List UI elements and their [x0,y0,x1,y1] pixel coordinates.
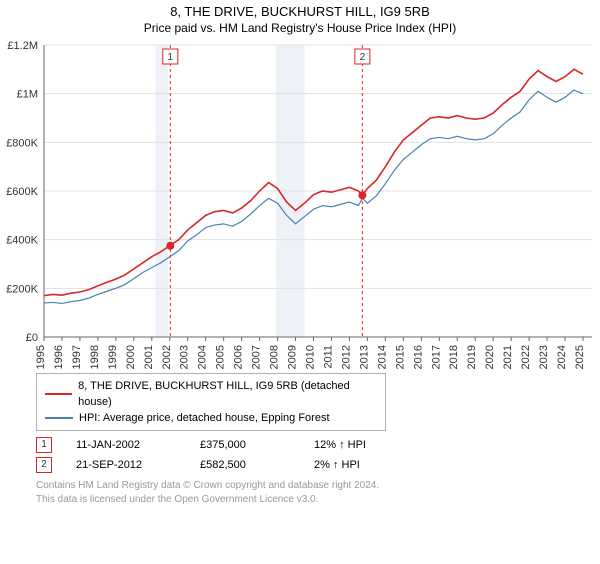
sale-price: £375,000 [200,435,290,455]
svg-text:2005: 2005 [215,345,227,369]
svg-text:1997: 1997 [71,345,83,369]
legend-label: 8, THE DRIVE, BUCKHURST HILL, IG9 5RB (d… [78,378,377,410]
footer-line: This data is licensed under the Open Gov… [36,493,592,507]
legend-label: HPI: Average price, detached house, Eppi… [79,410,330,426]
footer-line: Contains HM Land Registry data © Crown c… [36,479,592,493]
svg-text:2014: 2014 [376,345,388,369]
chart-title-subtitle: Price paid vs. HM Land Registry's House … [0,21,600,35]
svg-text:2012: 2012 [340,345,352,369]
legend-item: HPI: Average price, detached house, Eppi… [45,410,377,426]
legend: 8, THE DRIVE, BUCKHURST HILL, IG9 5RB (d… [36,373,386,431]
svg-text:2011: 2011 [322,345,334,369]
legend-swatch [45,393,72,395]
footer-attribution: Contains HM Land Registry data © Crown c… [36,479,592,507]
svg-text:£600K: £600K [6,186,38,198]
svg-text:2021: 2021 [502,345,514,369]
svg-text:£1.2M: £1.2M [7,40,38,52]
svg-text:2000: 2000 [125,345,137,369]
svg-text:2015: 2015 [394,345,406,369]
svg-text:£0: £0 [26,332,38,344]
sale-date: 11-JAN-2002 [76,435,176,455]
legend-item: 8, THE DRIVE, BUCKHURST HILL, IG9 5RB (d… [45,378,377,410]
sale-delta: 2% ↑ HPI [314,455,360,475]
svg-text:£800K: £800K [6,137,38,149]
svg-text:1995: 1995 [35,345,47,369]
sale-date: 21-SEP-2012 [76,455,176,475]
svg-text:2008: 2008 [269,345,281,369]
sale-marker-badge: 2 [36,457,52,473]
price-chart: £0 £200K £400K £600K £800K £1M £1.2M 1 2 1995 1996… [0,39,600,369]
svg-text:2009: 2009 [287,345,299,369]
svg-text:1999: 1999 [107,345,119,369]
svg-text:2007: 2007 [251,345,263,369]
svg-text:2017: 2017 [430,345,442,369]
sale-price: £582,500 [200,455,290,475]
svg-text:1998: 1998 [89,345,101,369]
svg-text:2020: 2020 [484,345,496,369]
svg-text:2002: 2002 [161,345,173,369]
svg-text:2003: 2003 [179,345,191,369]
svg-text:£1M: £1M [17,89,38,101]
svg-text:2004: 2004 [197,345,209,369]
sales-table: 1 11-JAN-2002 £375,000 12% ↑ HPI 2 21-SEP-201… [36,435,592,475]
sale-delta: 12% ↑ HPI [314,435,366,455]
svg-text:2022: 2022 [520,345,532,369]
svg-text:2: 2 [360,52,366,63]
sale-row: 1 11-JAN-2002 £375,000 12% ↑ HPI [36,435,592,455]
svg-text:2018: 2018 [448,345,460,369]
chart-title-address: 8, THE DRIVE, BUCKHURST HILL, IG9 5RB [0,4,600,19]
svg-text:1: 1 [168,52,174,63]
sale-row: 2 21-SEP-2012 £582,500 2% ↑ HPI [36,455,592,475]
svg-text:2013: 2013 [358,345,370,369]
svg-text:2019: 2019 [466,345,478,369]
svg-text:2024: 2024 [556,345,568,369]
svg-text:2016: 2016 [412,345,424,369]
svg-text:£400K: £400K [6,235,38,247]
sale-marker-badge: 1 [36,437,52,453]
svg-text:£200K: £200K [6,283,38,295]
svg-text:2023: 2023 [538,345,550,369]
svg-text:2006: 2006 [233,345,245,369]
svg-text:1996: 1996 [53,345,65,369]
svg-text:2001: 2001 [143,345,155,369]
legend-swatch [45,417,73,419]
svg-text:2025: 2025 [574,345,586,369]
svg-text:2010: 2010 [305,345,317,369]
